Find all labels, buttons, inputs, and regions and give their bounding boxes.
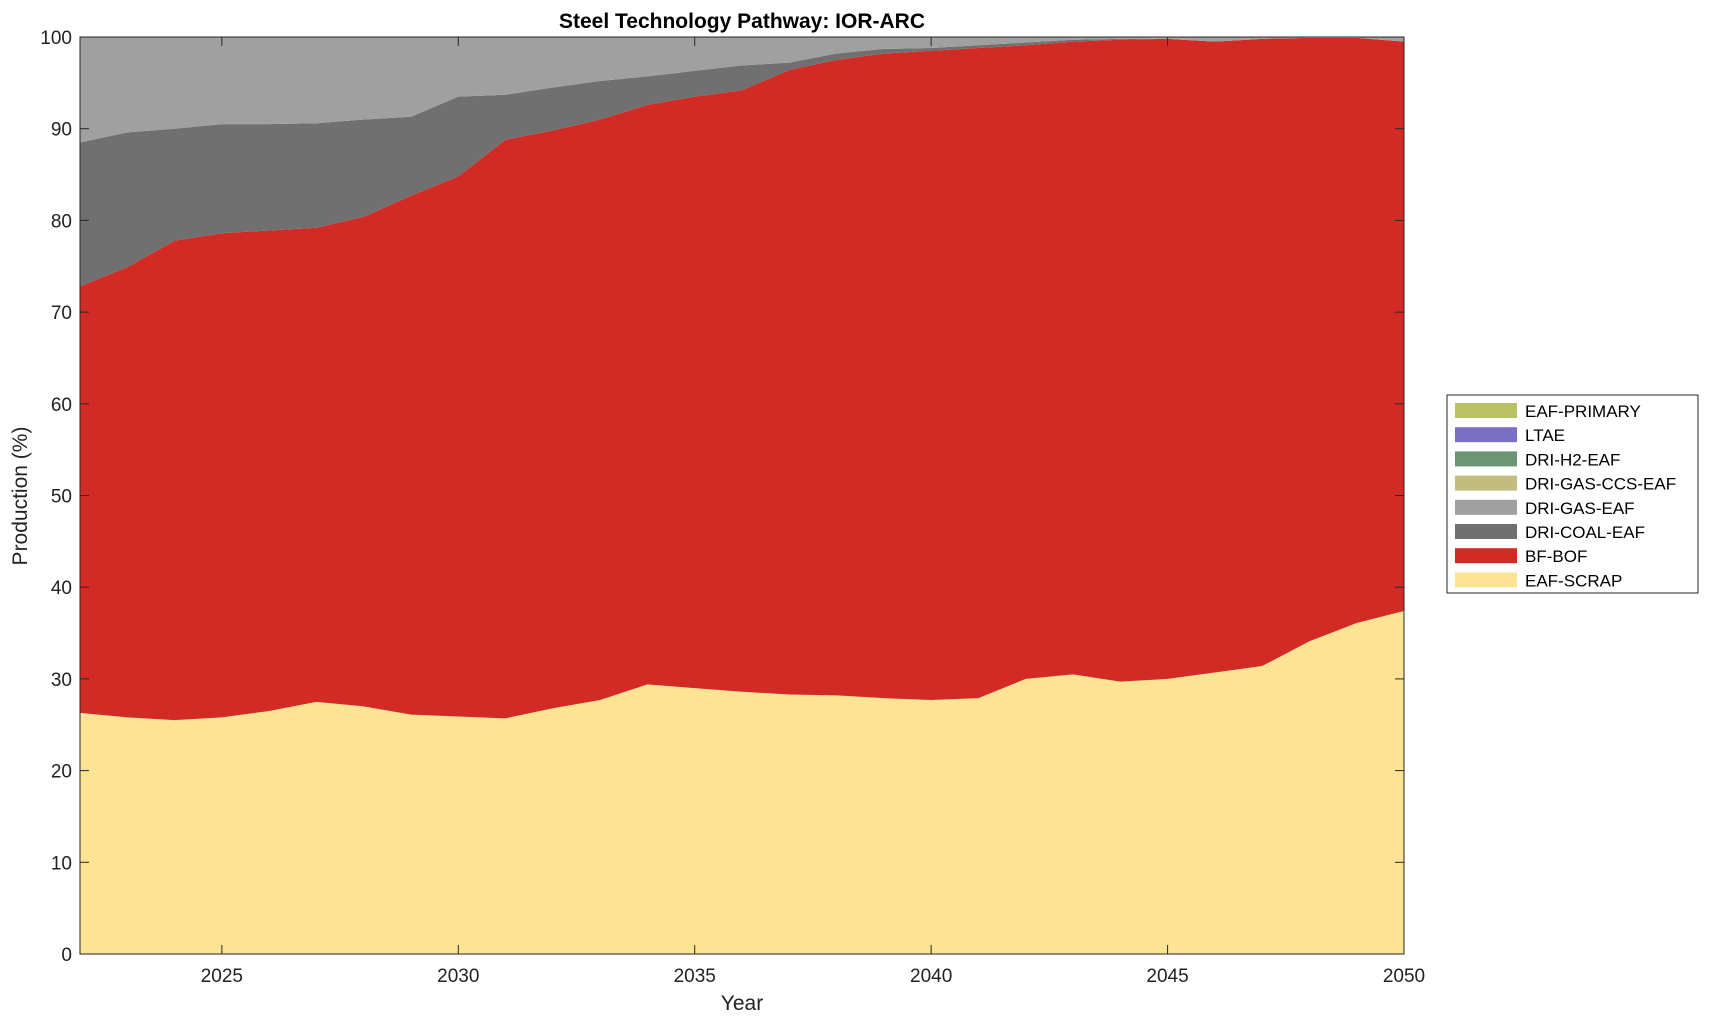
legend-item-eaf-scrap: EAF-SCRAP — [1455, 571, 1622, 590]
legend: EAF-PRIMARY LTAE DRI-H2-EAF DRI-GAS-CCS-EAF… — [1446, 394, 1699, 594]
legend-label: DRI-GAS-CCS-EAF — [1525, 475, 1676, 494]
y-tick-label: 10 — [51, 853, 72, 874]
area-dri-coal-eaf — [80, 37, 1404, 287]
y-tick-label: 0 — [61, 945, 72, 966]
legend-item-bf-bof: BF-BOF — [1455, 547, 1587, 566]
x-tick-label: 2050 — [1383, 966, 1425, 987]
legend-swatch — [1455, 499, 1517, 515]
legend-item-dri-coal-eaf: DRI-COAL-EAF — [1455, 523, 1645, 542]
legend-swatch — [1455, 524, 1517, 539]
areas-layer — [80, 37, 1404, 954]
x-tick-label: 2045 — [1146, 966, 1188, 987]
y-tick-label: 40 — [51, 578, 72, 599]
legend-label: DRI-COAL-EAF — [1525, 523, 1645, 542]
legend-label: BF-BOF — [1525, 547, 1587, 566]
legend-label: LTAE — [1525, 426, 1565, 445]
x-tick-label: 2025 — [201, 966, 243, 987]
y-tick-label: 20 — [51, 762, 72, 783]
y-tick-label: 70 — [51, 303, 72, 324]
y-tick-label: 80 — [51, 211, 72, 232]
area-eaf-scrap — [80, 611, 1404, 954]
y-tick-label: 60 — [51, 395, 72, 416]
legend-swatch — [1455, 403, 1517, 418]
legend-items: EAF-PRIMARY LTAE DRI-H2-EAF DRI-GAS-CCS-EAF… — [1455, 402, 1676, 590]
area-bf-bof — [80, 37, 1404, 721]
y-tick-label: 30 — [51, 670, 72, 691]
legend-swatch — [1455, 451, 1517, 467]
y-tick-label: 90 — [51, 120, 72, 141]
legend-item-dri-gas-eaf: DRI-GAS-EAF — [1455, 499, 1635, 518]
area-dri-gas-eaf — [80, 37, 1404, 143]
legend-swatch — [1455, 475, 1517, 491]
legend-item-eaf-primary: EAF-PRIMARY — [1455, 402, 1641, 421]
legend-item-dri-h2-eaf: DRI-H2-EAF — [1455, 450, 1620, 469]
legend-label: EAF-PRIMARY — [1525, 402, 1641, 421]
legend-swatch — [1455, 572, 1517, 588]
legend-label: EAF-SCRAP — [1525, 571, 1622, 590]
legend-item-ltae: LTAE — [1455, 426, 1565, 445]
legend-label: DRI-GAS-EAF — [1525, 499, 1635, 518]
legend-swatch — [1455, 427, 1517, 443]
y-axis-title: Production (%) — [9, 427, 32, 566]
legend-label: DRI-H2-EAF — [1525, 450, 1620, 469]
x-tick-label: 2035 — [674, 966, 716, 987]
x-tick-label: 2030 — [437, 966, 479, 987]
y-tick-label: 100 — [40, 28, 72, 49]
x-tick-label: 2040 — [910, 966, 952, 987]
chart-title: Steel Technology Pathway: IOR-ARC — [559, 10, 925, 33]
legend-swatch — [1455, 548, 1517, 564]
y-tick-label: 50 — [51, 487, 72, 508]
legend-item-dri-gas-ccs-eaf: DRI-GAS-CCS-EAF — [1455, 475, 1676, 494]
x-axis-title: Year — [721, 992, 763, 1015]
